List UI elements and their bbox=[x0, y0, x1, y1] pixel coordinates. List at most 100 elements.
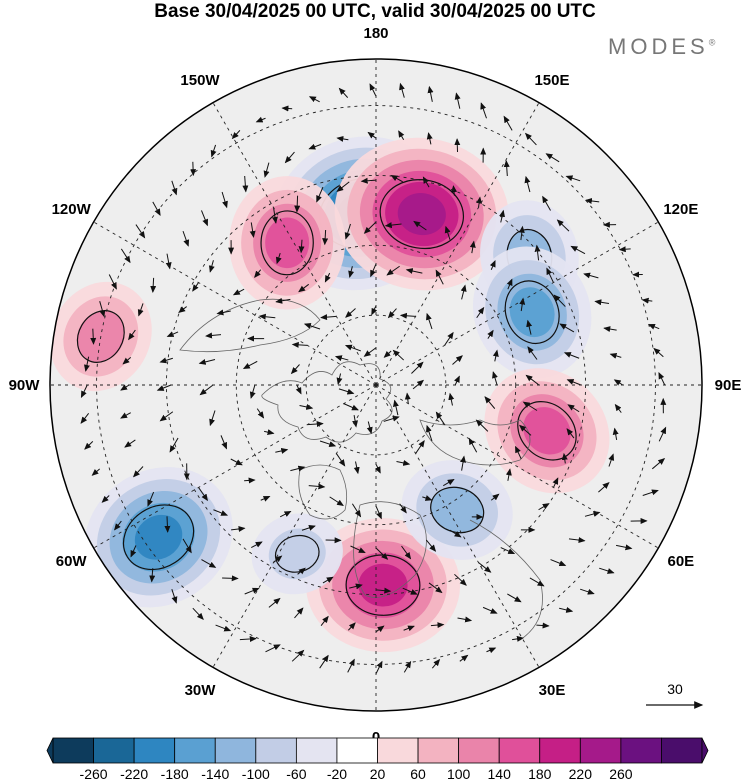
wind-vector bbox=[512, 635, 524, 642]
wind-vector bbox=[353, 461, 360, 475]
north-america-coast bbox=[179, 298, 321, 353]
wind-vector bbox=[91, 468, 101, 476]
meridian-line bbox=[375, 384, 540, 668]
wind-vector bbox=[336, 135, 349, 142]
colorbar-tick-label: -60 bbox=[286, 766, 306, 782]
colorbar-swatch bbox=[579, 737, 622, 764]
wind-vector bbox=[375, 587, 392, 594]
logo-text: MODES bbox=[608, 34, 709, 59]
wind-vector bbox=[399, 312, 416, 319]
wind-vector bbox=[198, 358, 216, 365]
wind-vector bbox=[499, 209, 505, 223]
wind-vector bbox=[370, 263, 377, 278]
wind-vector bbox=[393, 399, 399, 416]
circulation-ring bbox=[76, 310, 125, 363]
colorbar-tick-label: 180 bbox=[528, 766, 552, 782]
wind-vector bbox=[476, 196, 483, 208]
wind-vector bbox=[490, 493, 500, 501]
wind-vector bbox=[526, 319, 533, 335]
wind-vector bbox=[242, 360, 258, 369]
wind-vector bbox=[213, 509, 229, 516]
wind-vector bbox=[534, 244, 541, 261]
colorbar-swatch bbox=[133, 737, 176, 764]
colorbar-swatch bbox=[174, 737, 216, 764]
wind-vector bbox=[390, 174, 403, 183]
wind-vector bbox=[171, 180, 178, 196]
wind-vector bbox=[559, 323, 575, 333]
wind-vector bbox=[518, 424, 532, 436]
colorbar: -260 -220 -180 -140 -100 -60 -20 20 60 100 140 180 2… bbox=[46, 737, 709, 782]
wind-vector bbox=[559, 606, 574, 613]
wind-vector bbox=[566, 428, 575, 439]
wind-vector bbox=[192, 282, 199, 292]
wind-vector bbox=[641, 297, 653, 304]
wind-vector bbox=[322, 229, 329, 246]
wind-vector bbox=[428, 582, 443, 594]
arctic-archipelago-coast bbox=[261, 361, 393, 443]
wind-vector bbox=[518, 225, 525, 241]
wind-vector bbox=[480, 102, 487, 119]
wind-vector bbox=[492, 349, 499, 362]
wind-vector bbox=[329, 496, 344, 507]
wind-vector bbox=[230, 458, 243, 466]
wind-vector bbox=[399, 82, 405, 98]
chart-title: Base 30/04/2025 00 UTC, valid 30/04/2025… bbox=[154, 1, 596, 22]
wind-vector bbox=[411, 361, 424, 374]
longitude-label: 180 bbox=[363, 25, 388, 42]
wind-vector bbox=[272, 207, 278, 224]
longitude-label: 90W bbox=[9, 377, 41, 394]
wind-vector bbox=[254, 269, 262, 278]
longitude-label: 60E bbox=[667, 553, 694, 570]
wind-vector bbox=[366, 421, 373, 435]
wind-vector bbox=[319, 440, 337, 447]
wind-vector bbox=[444, 225, 451, 240]
wind-vector bbox=[525, 374, 540, 386]
modes-logo: MODES® bbox=[608, 34, 715, 60]
colorbar-swatch bbox=[295, 737, 338, 764]
meridian-line bbox=[212, 102, 377, 386]
wind-vector bbox=[231, 526, 246, 532]
wind-vector bbox=[263, 162, 270, 178]
anomaly-center bbox=[401, 460, 513, 560]
longitude-label: 150W bbox=[180, 72, 220, 89]
wind-vector bbox=[298, 283, 310, 293]
wind-vector bbox=[264, 429, 275, 436]
wind-vector bbox=[199, 384, 214, 396]
greenland-coast bbox=[298, 464, 348, 520]
latitude-circle bbox=[96, 105, 656, 665]
wind-vector bbox=[615, 544, 633, 551]
wind-vector bbox=[344, 223, 351, 240]
wind-vector bbox=[124, 439, 136, 448]
wind-vector bbox=[114, 520, 122, 531]
wind-vector bbox=[524, 175, 531, 193]
wind-vector bbox=[594, 299, 610, 306]
wind-vector bbox=[658, 426, 667, 442]
wind-vector bbox=[580, 588, 595, 595]
colorbar-tick-label: -220 bbox=[120, 766, 148, 782]
wind-vector bbox=[506, 278, 513, 290]
wind-vector bbox=[215, 624, 232, 632]
wind-vector bbox=[295, 384, 302, 395]
wind-vector bbox=[255, 116, 266, 123]
wind-vector bbox=[469, 240, 476, 254]
wind-vector bbox=[122, 356, 132, 365]
wind-vector bbox=[383, 415, 400, 422]
wind-vector bbox=[375, 625, 385, 633]
wind-vector bbox=[363, 221, 377, 234]
wind-vector bbox=[401, 545, 412, 560]
colorbar-swatch bbox=[620, 737, 662, 764]
wind-vector bbox=[403, 625, 415, 632]
meridian-line bbox=[375, 384, 659, 549]
meridian-line bbox=[212, 384, 377, 668]
longitude-label: 120W bbox=[52, 201, 92, 218]
wind-vector bbox=[387, 308, 397, 319]
anomaly-center bbox=[251, 513, 343, 595]
wind-vector bbox=[256, 408, 265, 419]
wind-vector bbox=[489, 260, 496, 270]
longitude-labels: 180 150E 120E 90E 60E 30E 0 30W 60W 90W 120W 150W bbox=[9, 25, 742, 746]
wind-vector bbox=[132, 466, 144, 478]
circulation-ring bbox=[122, 504, 195, 571]
colorbar-swatch bbox=[661, 737, 703, 764]
wind-vector bbox=[201, 210, 208, 227]
colorbar-tick-label: 220 bbox=[569, 766, 593, 782]
